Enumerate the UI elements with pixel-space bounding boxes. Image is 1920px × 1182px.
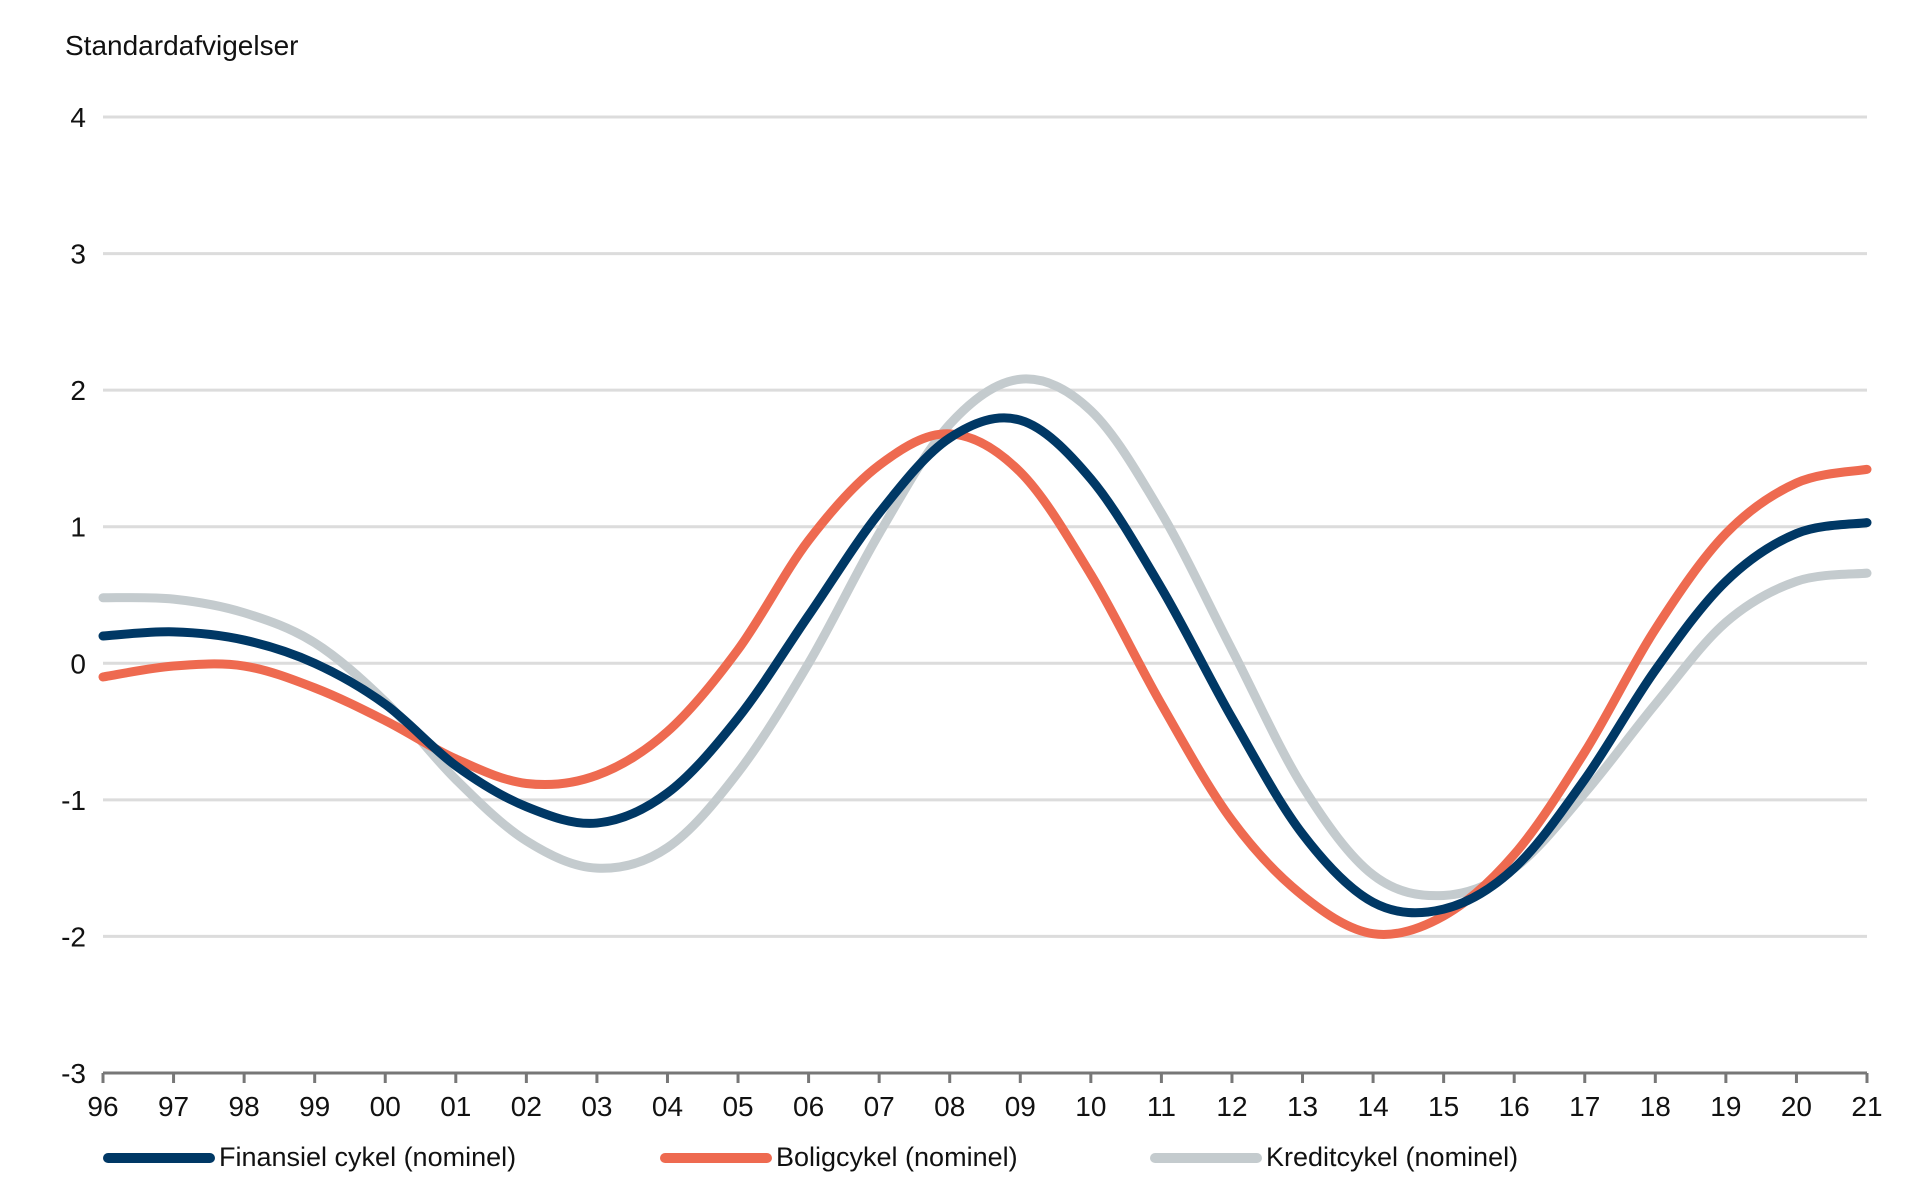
x-tick-label: 18 [1640,1091,1671,1122]
x-tick-label: 14 [1358,1091,1389,1122]
x-tick-label: 03 [581,1091,612,1122]
x-tick-label: 20 [1781,1091,1812,1122]
legend-swatch [1150,1152,1262,1163]
x-tick-label: 10 [1075,1091,1106,1122]
legend-swatch [660,1152,772,1163]
series-line-finansiel [98,413,1872,918]
x-tick-label: 99 [299,1091,330,1122]
x-tick-label: 01 [440,1091,471,1122]
y-tick-label: 1 [70,512,86,543]
x-tick-label: 00 [370,1091,401,1122]
x-tick-label: 98 [229,1091,260,1122]
y-tick-label: -3 [61,1058,86,1089]
x-tick-label: 16 [1499,1091,1530,1122]
legend-item-finansiel: Finansiel cykel (nominel) [103,1142,516,1173]
y-tick-label: -2 [61,921,86,952]
x-tick-label: 19 [1710,1091,1741,1122]
x-tick-label: 11 [1147,1091,1176,1122]
x-tick-label: 21 [1851,1091,1882,1122]
x-tick-label: 05 [722,1091,753,1122]
x-tick-label: 07 [864,1091,895,1122]
x-tick-label: 02 [511,1091,542,1122]
legend-swatch [103,1152,215,1163]
x-tick-label: 15 [1428,1091,1459,1122]
y-tick-label: 0 [70,648,86,679]
legend-label: Boligcykel (nominel) [776,1142,1018,1172]
x-tick-label: 09 [1005,1091,1036,1122]
x-tick-label: 13 [1287,1091,1318,1122]
series-line-kreditcykel [98,374,1872,901]
legend-label: Finansiel cykel (nominel) [219,1142,517,1172]
y-tick-label: 4 [70,102,86,133]
y-tick-label: 2 [70,375,86,406]
x-tick-label: 17 [1569,1091,1600,1122]
legend-item-kredit: Kreditcykel (nominel) [1150,1142,1518,1173]
x-tick-label: 06 [793,1091,824,1122]
x-tick-label: 12 [1216,1091,1247,1122]
x-tick-label: 97 [158,1091,189,1122]
legend-item-bolig: Boligcykel (nominel) [660,1142,1018,1173]
legend-label: Kreditcykel (nominel) [1266,1142,1519,1172]
y-tick-label: -1 [61,785,86,816]
x-tick-label: 04 [652,1091,683,1122]
x-tick-label: 08 [934,1091,965,1122]
y-tick-label: 3 [70,239,86,270]
x-tick-label: 96 [87,1091,118,1122]
y-axis-label: Standardafvigelser [65,30,299,61]
